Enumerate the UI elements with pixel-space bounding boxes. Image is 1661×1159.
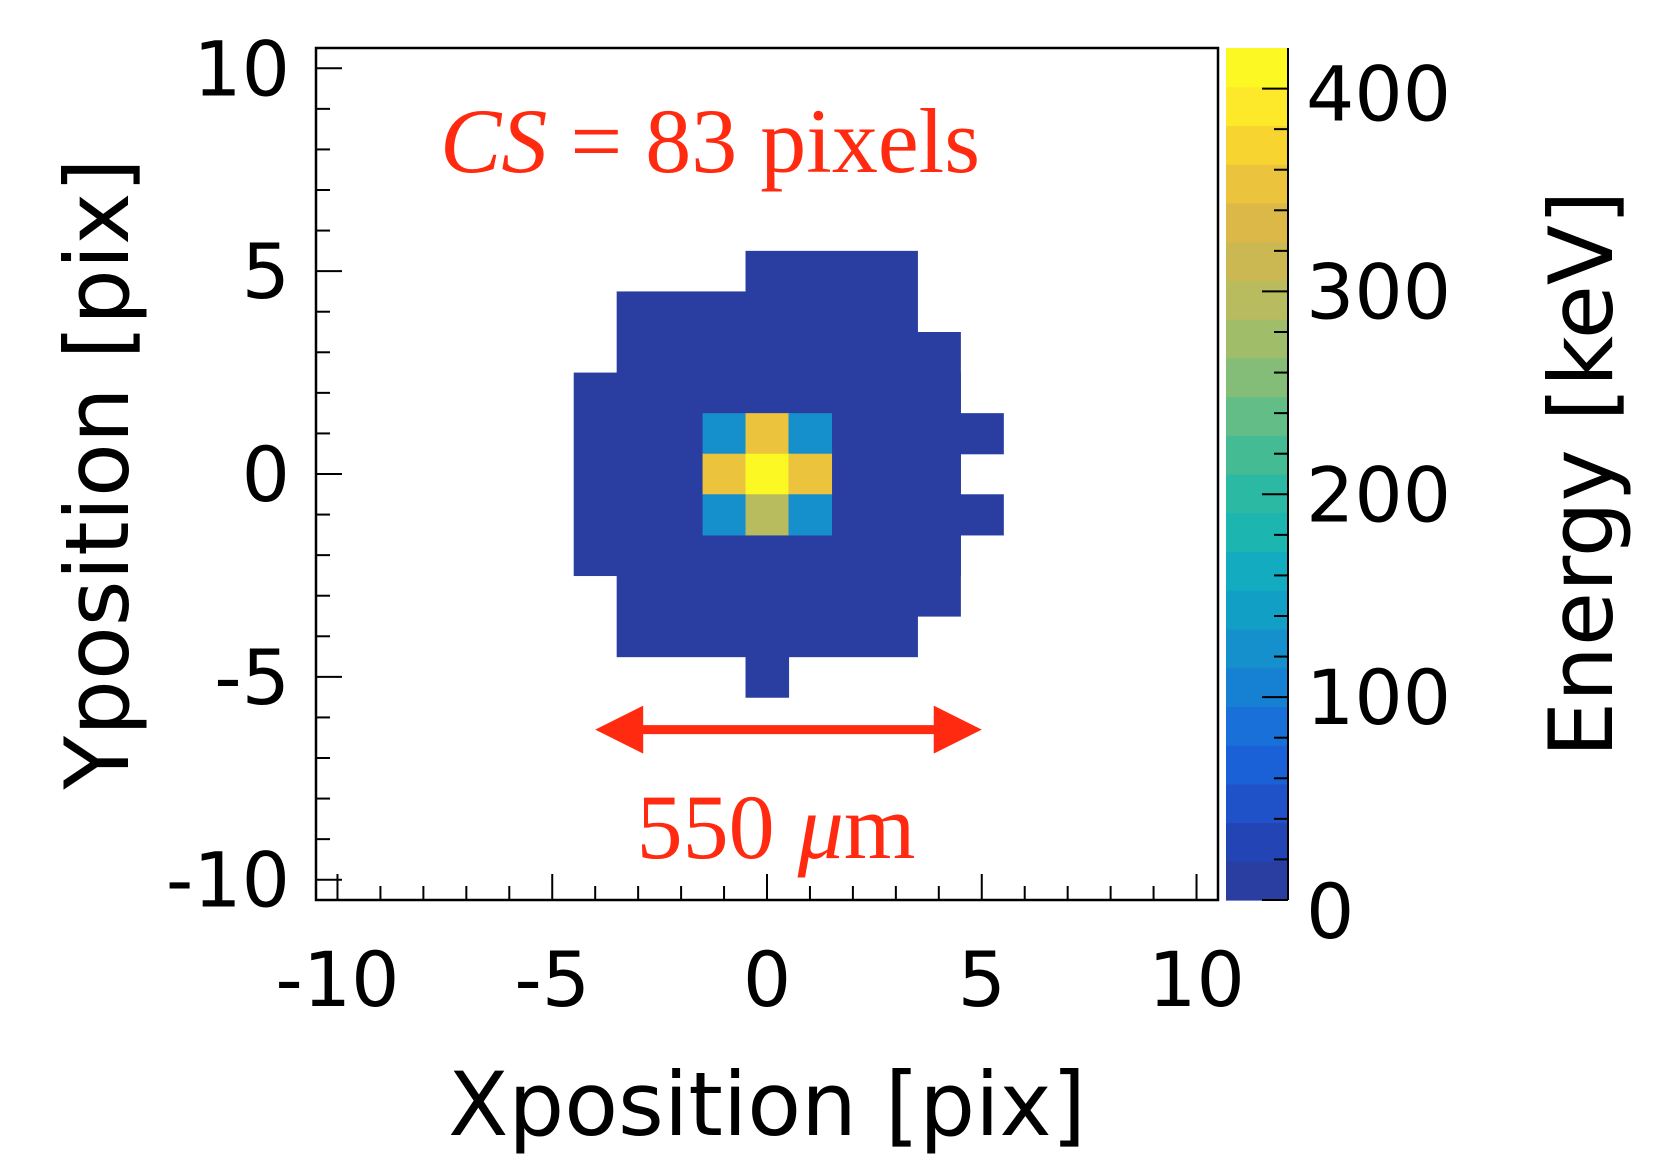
colorbar-segment xyxy=(1226,164,1288,204)
colorbar-ticks: 0 100 200 300 400 xyxy=(1262,48,1451,956)
cluster-pixel-block xyxy=(745,656,790,698)
cluster-pixel-block xyxy=(616,291,918,374)
colorbar-segment xyxy=(1226,435,1288,475)
colorbar-segment xyxy=(1226,280,1288,320)
colorbar-segment xyxy=(1226,125,1288,165)
y-axis-ticks: -10 -5 0 5 10 xyxy=(166,24,342,925)
hot-pixel xyxy=(788,494,833,536)
colorbar-segment xyxy=(1226,628,1288,669)
hot-pixel xyxy=(745,413,790,455)
y-axis-title: Yposition [pix] xyxy=(46,158,149,790)
heatmap-cells xyxy=(573,250,1004,698)
hot-pixel xyxy=(788,453,833,495)
cluster-pixel-block xyxy=(745,250,918,293)
colorbar xyxy=(1226,48,1288,901)
y-tick-label: -10 xyxy=(166,836,290,925)
colorbar-tick-label: 300 xyxy=(1306,247,1451,336)
colorbar-segment xyxy=(1226,551,1288,591)
x-axis-title: Xposition [pix] xyxy=(448,1053,1086,1156)
hot-pixel xyxy=(702,453,747,495)
colorbar-tick-label: 100 xyxy=(1306,653,1451,742)
width-unit-greek: μ xyxy=(797,776,844,878)
cluster-pixel-block xyxy=(960,494,1004,536)
colorbar-segment xyxy=(1226,48,1288,88)
colorbar-segment xyxy=(1226,241,1288,281)
colorbar-title: Energy [keV] xyxy=(1530,191,1633,758)
colorbar-segment xyxy=(1226,667,1288,707)
colorbar-segment xyxy=(1226,202,1288,243)
width-arrow xyxy=(595,705,982,754)
colorbar-segment xyxy=(1226,822,1288,862)
x-tick-label: 5 xyxy=(958,935,1006,1024)
colorbar-segment xyxy=(1226,861,1288,901)
colorbar-segment xyxy=(1226,590,1288,630)
width-value: 550 xyxy=(637,776,798,878)
cluster-size-annotation: CS = 83 pixels xyxy=(440,90,980,192)
width-annotation: 550 μm xyxy=(637,776,916,878)
x-tick-label: -5 xyxy=(514,935,590,1024)
x-tick-label: -10 xyxy=(275,935,399,1024)
hot-pixel xyxy=(745,453,790,495)
colorbar-segment xyxy=(1226,357,1288,398)
colorbar-tick-label: 200 xyxy=(1306,450,1451,539)
hot-pixel xyxy=(702,494,747,536)
cluster-pixel-block xyxy=(616,575,918,658)
cluster-pixel-block xyxy=(917,332,961,617)
cluster-size-text: = 83 pixels xyxy=(547,90,980,192)
colorbar-tick-label: 0 xyxy=(1306,867,1354,956)
x-tick-label: 10 xyxy=(1148,935,1245,1024)
width-arrow-left-head xyxy=(595,705,644,754)
colorbar-tick-label: 400 xyxy=(1306,50,1451,139)
cluster-pixel-block xyxy=(960,413,1004,455)
hot-pixel xyxy=(745,494,790,536)
cluster-size-symbol: CS xyxy=(440,90,547,192)
x-axis-ticks: -10 -5 0 5 10 xyxy=(275,874,1245,1024)
y-tick-label: 10 xyxy=(193,24,290,113)
x-tick-label: 0 xyxy=(743,935,791,1024)
colorbar-segment xyxy=(1226,706,1288,746)
width-unit-rest: m xyxy=(844,776,916,878)
hot-pixel xyxy=(702,413,747,455)
y-tick-label: 5 xyxy=(242,227,290,316)
width-arrow-right-head xyxy=(933,705,982,754)
y-tick-label: -5 xyxy=(214,633,290,722)
hot-pixel xyxy=(788,413,833,455)
colorbar-segment xyxy=(1226,319,1288,359)
colorbar-segment xyxy=(1226,86,1288,127)
colorbar-segment xyxy=(1226,783,1288,824)
colorbar-segment xyxy=(1226,396,1288,436)
y-tick-label: 0 xyxy=(242,430,290,519)
colorbar-segment xyxy=(1226,512,1288,553)
